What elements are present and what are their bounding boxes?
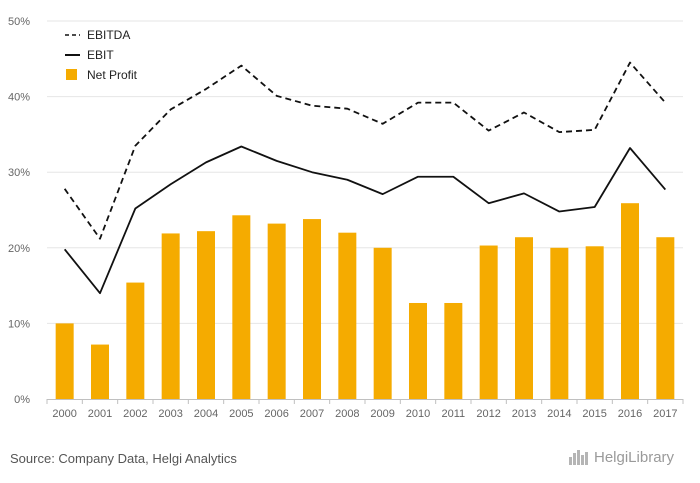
brand-name: HelgiLibrary	[594, 448, 675, 466]
x-tick-label: 2016	[618, 408, 642, 420]
x-tick-label: 2001	[88, 408, 112, 420]
y-tick-label: 40%	[8, 92, 30, 104]
x-tick-label: 2012	[476, 408, 500, 420]
net-profit-bar	[267, 223, 286, 399]
legend-net-profit-label: Net Profit	[87, 68, 138, 82]
legend: EBITDA EBIT Net Profit	[65, 28, 138, 82]
x-tick-label: 2017	[653, 408, 677, 420]
x-tick-label: 2006	[264, 408, 288, 420]
y-tick-label: 20%	[8, 243, 30, 255]
net-profit-bar	[55, 323, 74, 399]
legend-ebit-label: EBIT	[87, 48, 114, 62]
source-note: Source: Company Data, Helgi Analytics	[10, 451, 237, 466]
net-profit-bar	[550, 247, 569, 399]
ebit-line	[63, 145, 667, 295]
net-profit-bar	[126, 282, 145, 399]
y-tick-label: 0%	[14, 394, 30, 406]
city-skyline-icon	[569, 450, 588, 465]
net-profit-bar	[232, 215, 251, 399]
x-tick-label: 2007	[300, 408, 324, 420]
x-tick-label: 2015	[582, 408, 606, 420]
helgi-library-logo: HelgiLibrary	[568, 448, 674, 466]
legend-net-profit-swatch	[66, 69, 77, 80]
net-profit-bar	[444, 302, 463, 399]
x-tick-label: 2005	[229, 408, 253, 420]
net-profit-bars	[55, 203, 675, 399]
net-profit-bar	[656, 237, 675, 399]
x-tick-label: 2010	[406, 408, 430, 420]
axes: 0% 10% 20% 30% 40% 50% 2000 2001 2002 2003 2004 200…	[8, 16, 684, 420]
x-tick-label: 2009	[370, 408, 394, 420]
x-tick-label: 2013	[512, 408, 536, 420]
net-profit-bar	[409, 302, 427, 399]
net-profit-bar	[91, 344, 109, 399]
net-profit-bar	[585, 246, 604, 399]
net-profit-bar	[161, 233, 180, 399]
y-tick-label: 50%	[8, 16, 30, 28]
net-profit-bar	[373, 247, 392, 399]
ebitda-line	[63, 61, 667, 240]
x-tick-label: 2014	[547, 408, 571, 420]
chart: 0% 10% 20% 30% 40% 50% 2000 2001 2002 2003 2004 200…	[8, 16, 684, 420]
x-tick-label: 2011	[442, 408, 466, 420]
x-tick-label: 2003	[158, 408, 182, 420]
legend-ebitda-label: EBITDA	[87, 28, 130, 42]
net-profit-bar	[338, 232, 357, 399]
gridlines	[47, 20, 683, 324]
y-tick-label: 10%	[8, 318, 30, 330]
net-profit-bar	[479, 245, 498, 399]
net-profit-bar	[515, 237, 533, 399]
x-tick-label: 2008	[335, 408, 359, 420]
x-tick-label: 2002	[123, 408, 147, 420]
y-tick-label: 30%	[8, 167, 30, 179]
lines	[63, 61, 667, 295]
net-profit-bar	[303, 219, 321, 399]
net-profit-bar	[621, 203, 639, 399]
x-tick-label: 2000	[52, 408, 76, 420]
net-profit-bar	[197, 231, 215, 399]
x-tick-label: 2004	[194, 408, 218, 420]
